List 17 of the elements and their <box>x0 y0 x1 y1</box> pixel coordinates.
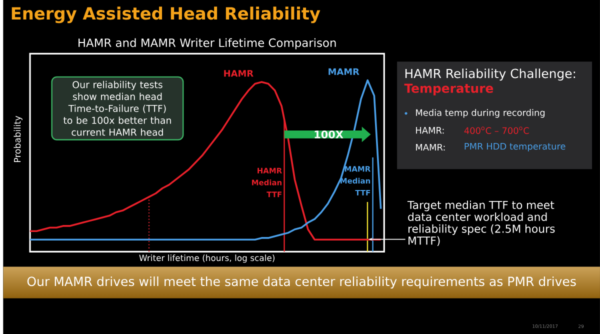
text: HAMR Reliability Challenge: <box>405 68 576 80</box>
annotation: 100X <box>314 130 344 138</box>
y-axis-title: Probability <box>14 116 22 162</box>
chart-title: Energy Assisted Head Reliability <box>12 6 320 24</box>
x-axis-title: Writer lifetime (hours, log scale) <box>139 254 274 263</box>
text: Our MAMR drives will meet the same data center reliability requirements as PMR drives <box>27 276 576 288</box>
text: Media temp during recording <box>416 108 545 118</box>
chart-subtitle: HAMR and MAMR Writer Lifetime Comparison <box>78 38 336 50</box>
series-label: MAMR <box>328 68 360 75</box>
annotation: Our reliability tests show median head Time-to-Failure (TTF) to be 100x better than current HAMR head <box>63 80 171 136</box>
text: Target median TTF to meet data center workload and reliability spec (2.5M hours MTTF) <box>407 200 555 246</box>
text: PMR HDD temperature <box>464 142 566 152</box>
text: Temperature <box>404 84 494 96</box>
text: 400$^{o}$C – 700$^{o}$C <box>464 126 529 134</box>
text: HAMR: <box>416 126 444 134</box>
series-label: HAMR <box>224 70 254 77</box>
text: MAMR: <box>416 144 445 150</box>
